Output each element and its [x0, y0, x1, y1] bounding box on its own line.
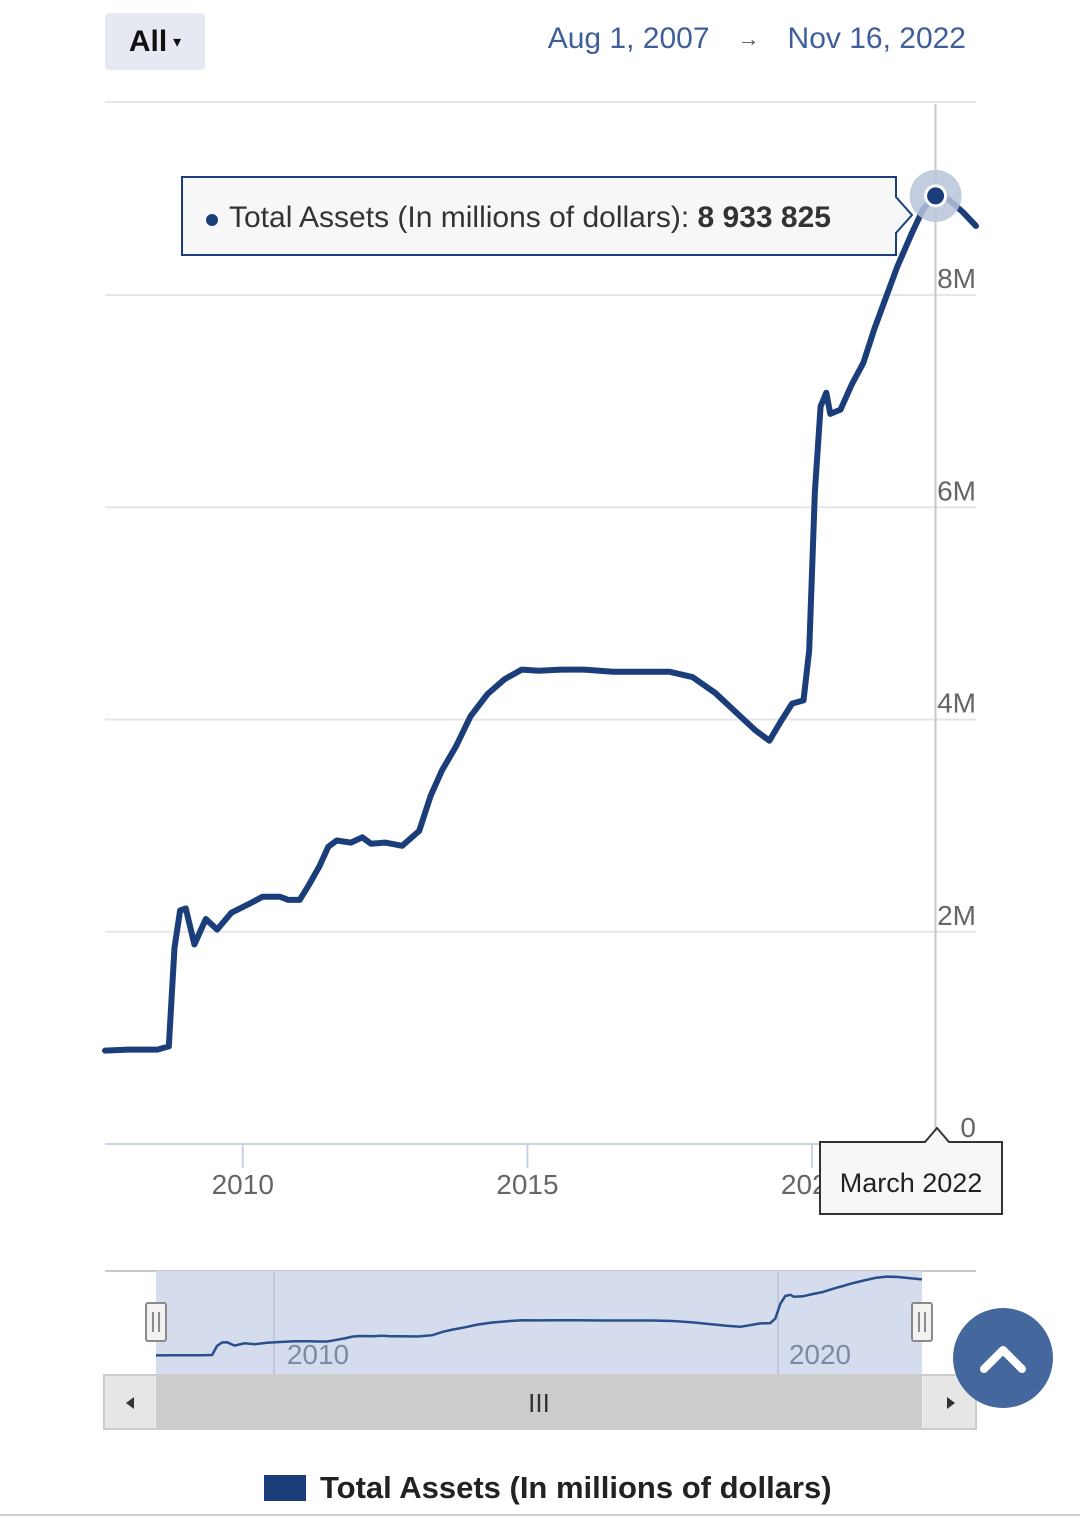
series-line-total-assets[interactable] — [102, 192, 979, 1054]
navigator-label-2010: 2010 — [287, 1339, 349, 1370]
y-tick-label: 6M — [937, 475, 976, 506]
navigator-label-2020: 2020 — [789, 1339, 851, 1370]
divider — [0, 1514, 1080, 1516]
scrollbar-grip: III — [528, 1388, 550, 1418]
hover-point[interactable] — [924, 184, 948, 208]
legend-label: Total Assets (In millions of dollars) — [320, 1470, 832, 1505]
y-tick-label: 0 — [960, 1112, 976, 1143]
navigator-scrollbar[interactable]: III — [103, 1374, 977, 1430]
navigator-selection[interactable] — [156, 1271, 922, 1375]
date-range: Aug 1, 2007 → Nov 16, 2022 — [548, 22, 966, 56]
legend-item[interactable]: Total Assets (In millions of dollars) — [264, 1470, 832, 1506]
y-axis: 0 2M 4M 6M 8M — [937, 263, 976, 1143]
crosshair-label-text: March 2022 — [840, 1168, 983, 1198]
navigator-series-line — [155, 1275, 923, 1357]
chart-area: 0 2M 4M 6M 8M 2010 2015 2020 Total Assets (In … — [102, 101, 1003, 1430]
arrow-right-icon: → — [737, 26, 760, 51]
range-selector-button[interactable]: All ▾ — [105, 13, 205, 70]
tooltip-text: Total Assets (In millions of dollars): 8… — [229, 201, 831, 234]
navigator[interactable]: 2010 2020 — [105, 1270, 976, 1375]
x-axis: 2010 2015 2020 — [212, 1144, 843, 1200]
scrollbar-thumb[interactable] — [156, 1376, 922, 1428]
date-to-input[interactable]: Nov 16, 2022 — [787, 22, 966, 55]
date-from-input[interactable]: Aug 1, 2007 — [547, 22, 710, 55]
navigator-handle-right[interactable] — [911, 1302, 933, 1342]
navigator-handle-left[interactable] — [145, 1302, 167, 1342]
arrow-left-icon[interactable] — [105, 1376, 155, 1428]
crosshair-label: March 2022 — [819, 1126, 1003, 1215]
scroll-to-top-button[interactable] — [953, 1308, 1053, 1408]
tooltip-series-label: Total Assets (In millions of dollars) — [229, 201, 681, 234]
chevron-down-icon: ▾ — [173, 33, 182, 51]
x-tick-label: 2010 — [212, 1169, 274, 1200]
tooltip-separator: : — [681, 201, 698, 234]
tooltip: Total Assets (In millions of dollars): 8… — [181, 176, 914, 256]
grid-lines — [105, 101, 976, 933]
tooltip-value: 8 933 825 — [698, 201, 831, 234]
y-tick-label: 8M — [937, 263, 976, 294]
y-tick-label: 4M — [937, 688, 976, 719]
range-selector-label: All — [128, 24, 168, 58]
tooltip-series-marker — [206, 214, 218, 226]
legend-swatch — [264, 1475, 306, 1501]
y-tick-label: 2M — [937, 900, 976, 931]
x-tick-label: 2015 — [496, 1169, 558, 1200]
chevron-up-icon — [980, 1346, 1026, 1373]
